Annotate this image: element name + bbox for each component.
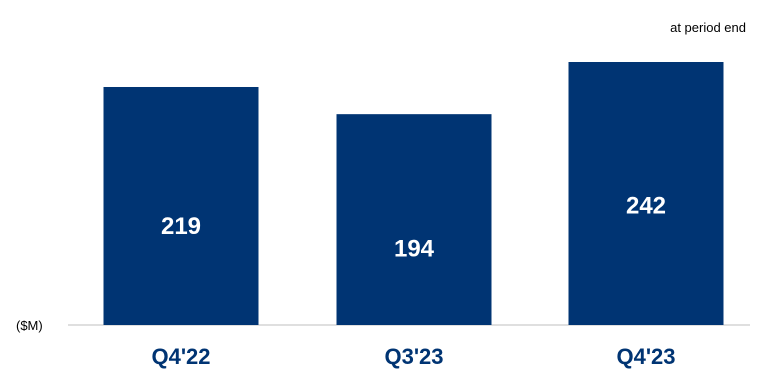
data-label-2: 194 (394, 236, 435, 263)
x-tick-label-1: Q4'22 (151, 344, 210, 369)
bar-1 (103, 86, 259, 325)
data-label-3: 242 (626, 193, 666, 220)
period-note: at period end (670, 20, 746, 35)
bar-3 (568, 62, 724, 325)
bar-2 (336, 114, 492, 326)
value-labels-group: 219 194 242 (161, 193, 666, 263)
x-tick-label-2: Q3'23 (384, 344, 443, 369)
bars-group (103, 62, 724, 326)
data-label-1: 219 (161, 213, 201, 240)
x-tick-label-3: Q4'23 (616, 344, 675, 369)
unit-label: ($M) (16, 318, 43, 333)
tick-labels-group: Q4'22 Q3'23 Q4'23 (151, 344, 675, 369)
